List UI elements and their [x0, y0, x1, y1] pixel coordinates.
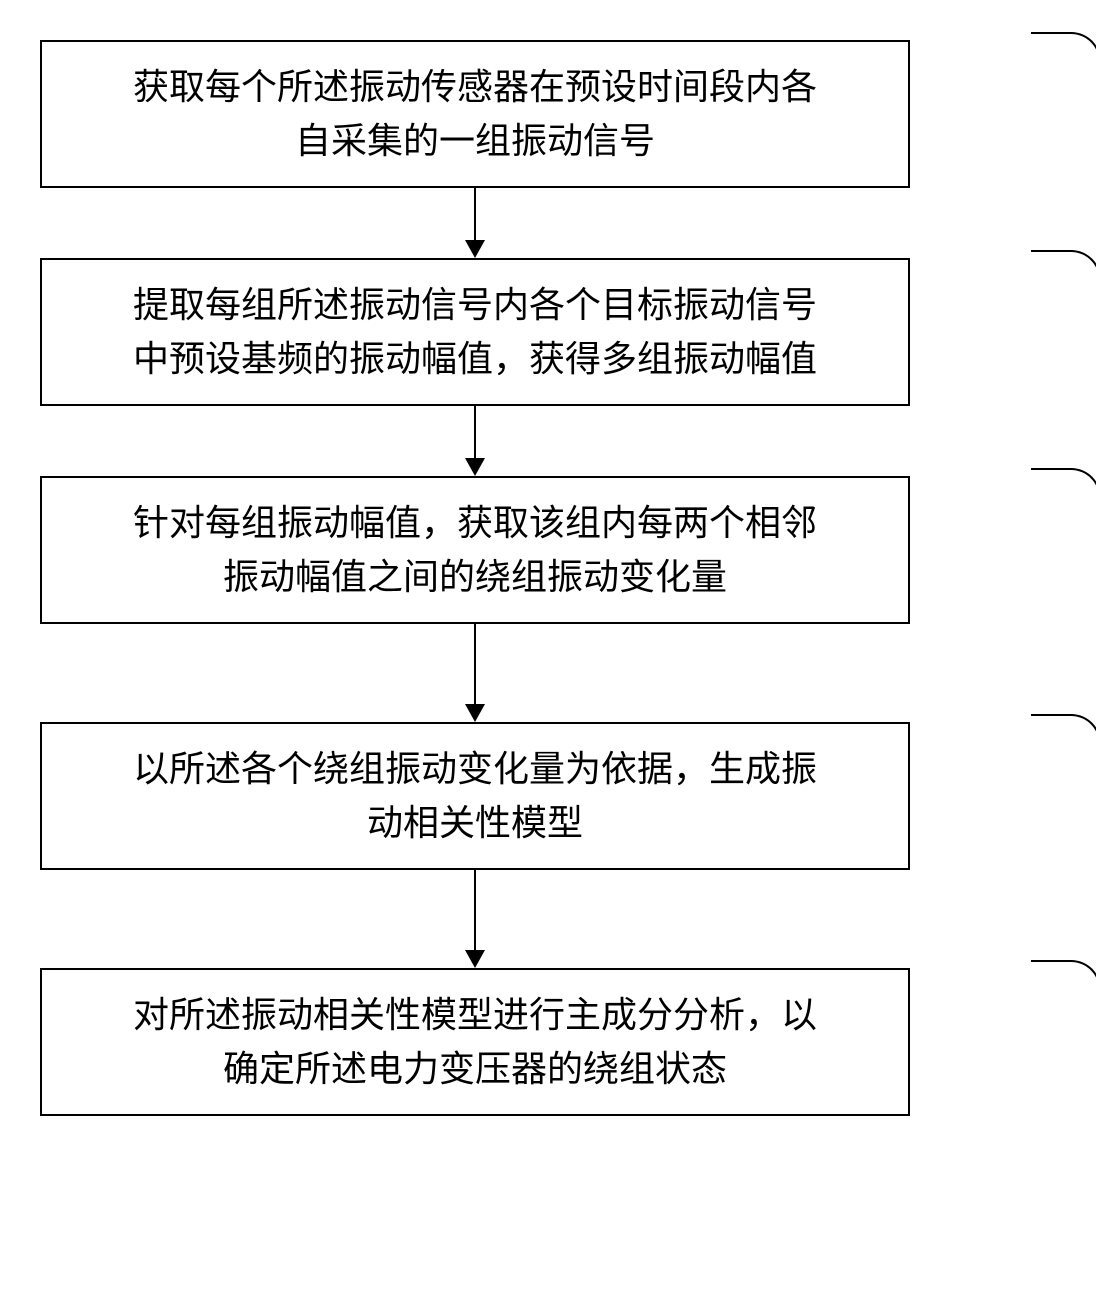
step-3: S103 针对每组振动幅值，获取该组内每两个相邻 振动幅值之间的绕组振动变化量 — [40, 476, 1056, 624]
step-1: S101 获取每个所述振动传感器在预设时间段内各 自采集的一组振动信号 — [40, 40, 1056, 188]
label-connector-1 — [1031, 32, 1096, 62]
arrow-2 — [40, 406, 910, 476]
step-5: S105 对所述振动相关性模型进行主成分分析，以 确定所述电力变压器的绕组状态 — [40, 968, 1056, 1116]
step-text-4: 以所述各个绕组振动变化量为依据，生成振 动相关性模型 — [133, 742, 817, 850]
arrow-line-4 — [474, 870, 477, 950]
arrow-4 — [40, 870, 910, 968]
arrow-line-2 — [474, 406, 477, 458]
arrow-head-1 — [465, 240, 485, 258]
flowchart-container: S101 获取每个所述振动传感器在预设时间段内各 自采集的一组振动信号 S102… — [40, 40, 1056, 1116]
step-box-1: 获取每个所述振动传感器在预设时间段内各 自采集的一组振动信号 — [40, 40, 910, 188]
label-connector-3 — [1031, 468, 1096, 498]
arrow-line-3 — [474, 624, 477, 704]
step-text-5: 对所述振动相关性模型进行主成分分析，以 确定所述电力变压器的绕组状态 — [133, 988, 817, 1096]
label-connector-4 — [1031, 714, 1096, 744]
arrow-head-4 — [465, 950, 485, 968]
arrow-head-2 — [465, 458, 485, 476]
label-connector-2 — [1031, 250, 1096, 280]
step-box-5: 对所述振动相关性模型进行主成分分析，以 确定所述电力变压器的绕组状态 — [40, 968, 910, 1116]
arrow-3 — [40, 624, 910, 722]
arrow-head-3 — [465, 704, 485, 722]
arrow-line-1 — [474, 188, 477, 240]
step-box-4: 以所述各个绕组振动变化量为依据，生成振 动相关性模型 — [40, 722, 910, 870]
step-2: S102 提取每组所述振动信号内各个目标振动信号 中预设基频的振动幅值，获得多组… — [40, 258, 1056, 406]
step-text-2: 提取每组所述振动信号内各个目标振动信号 中预设基频的振动幅值，获得多组振动幅值 — [133, 278, 817, 386]
step-box-2: 提取每组所述振动信号内各个目标振动信号 中预设基频的振动幅值，获得多组振动幅值 — [40, 258, 910, 406]
step-4: S104 以所述各个绕组振动变化量为依据，生成振 动相关性模型 — [40, 722, 1056, 870]
label-connector-5 — [1031, 960, 1096, 990]
step-text-3: 针对每组振动幅值，获取该组内每两个相邻 振动幅值之间的绕组振动变化量 — [133, 496, 817, 604]
arrow-1 — [40, 188, 910, 258]
step-text-1: 获取每个所述振动传感器在预设时间段内各 自采集的一组振动信号 — [133, 60, 817, 168]
step-box-3: 针对每组振动幅值，获取该组内每两个相邻 振动幅值之间的绕组振动变化量 — [40, 476, 910, 624]
